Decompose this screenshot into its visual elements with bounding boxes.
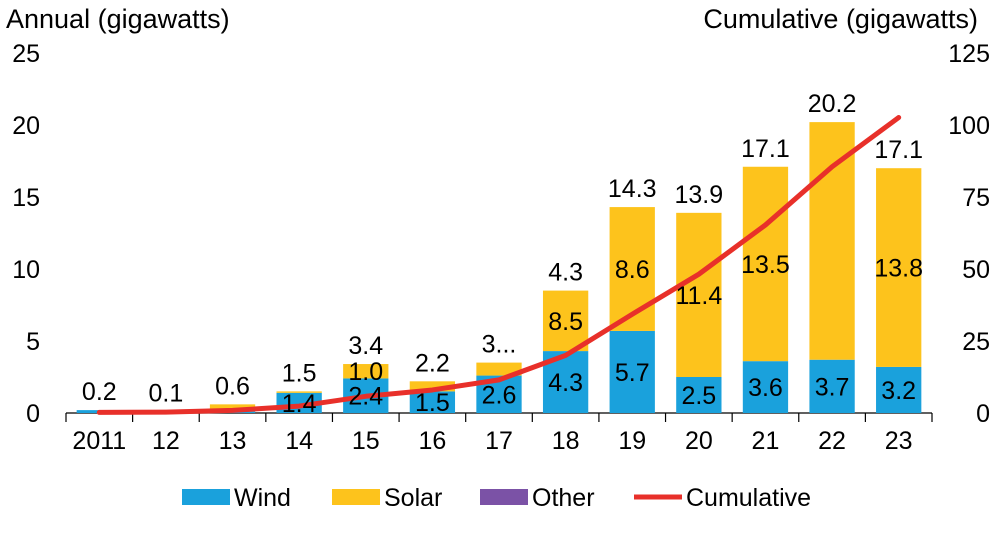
total-label: 17.1 xyxy=(874,136,923,164)
x-axis-tick-label: 2011 xyxy=(72,427,126,455)
axes-layer: 0 5 10 15 20 25 0 25 50 75 100 125 2011 12 13 14 15 16 17 1… xyxy=(12,40,990,455)
total-label: 0.6 xyxy=(215,372,250,400)
x-axis-tick-label: 12 xyxy=(152,427,180,455)
bar-solar xyxy=(343,364,389,379)
x-axis-tick-label: 19 xyxy=(618,427,646,455)
total-label: 3.4 xyxy=(348,332,383,360)
x-axis-tick-label: 21 xyxy=(752,427,780,455)
total-label: 1.5 xyxy=(282,359,317,387)
right-axis-tick-label: 125 xyxy=(948,40,990,68)
segment-label-wind: 2.4 xyxy=(348,383,383,411)
total-label: 0.2 xyxy=(82,378,117,406)
right-axis-title: Cumulative (gigawatts) xyxy=(703,4,978,34)
bar-solar xyxy=(742,166,789,362)
left-axis-tick-label: 5 xyxy=(26,328,40,356)
bar-wind xyxy=(609,330,655,413)
left-axis-tick-label: 10 xyxy=(12,256,40,284)
bar-solar xyxy=(409,381,456,392)
legend-swatch-solar xyxy=(332,489,380,505)
segment-label-wind: 3.7 xyxy=(815,373,850,401)
bar-wind xyxy=(676,377,722,413)
legend-label-solar: Solar xyxy=(384,484,442,512)
segment-label-solar: 1.0 xyxy=(348,358,383,386)
x-axis-tick-label: 15 xyxy=(352,427,380,455)
x-axis-tick-label: 16 xyxy=(418,427,446,455)
total-label: 20.2 xyxy=(808,90,857,118)
total-label: 3... xyxy=(482,331,517,359)
bar-solar xyxy=(609,207,655,331)
total-label: 0.1 xyxy=(149,380,184,408)
bar-wind xyxy=(742,361,789,413)
bar-solar xyxy=(476,362,522,376)
segment-label-wind: 3.2 xyxy=(881,377,916,405)
legend-swatch-other xyxy=(480,489,528,505)
legend-label-wind: Wind xyxy=(234,484,291,512)
x-axis-tick-label: 22 xyxy=(818,427,846,455)
total-label: 4.3 xyxy=(548,259,583,287)
bar-wind xyxy=(876,366,922,413)
segment-label-solar: 8.5 xyxy=(548,308,583,336)
bar-solar xyxy=(809,122,855,360)
x-axis-tick-label: 23 xyxy=(885,427,913,455)
total-label: 13.9 xyxy=(675,181,724,209)
right-axis-tick-label: 50 xyxy=(962,256,990,284)
x-axis-tick-label: 18 xyxy=(552,427,580,455)
segment-label-wind: 2.5 xyxy=(681,382,716,410)
left-axis-title: Annual (gigawatts) xyxy=(6,4,230,34)
bar-solar xyxy=(876,168,922,367)
total-label: 2.2 xyxy=(415,349,450,377)
left-axis-tick-label: 25 xyxy=(12,40,40,68)
legend: Wind Solar Other Cumulative xyxy=(182,484,811,512)
bar-wind xyxy=(409,391,456,413)
segment-label-wind: 3.6 xyxy=(748,374,783,402)
segment-label-solar: 13.8 xyxy=(874,255,923,283)
x-axis-tick-label: 13 xyxy=(219,427,247,455)
segment-label-wind: 1.4 xyxy=(282,390,317,418)
right-axis-tick-label: 100 xyxy=(948,112,990,140)
cumulative-line xyxy=(96,115,902,415)
legend-label-other: Other xyxy=(532,484,595,512)
left-axis-tick-label: 20 xyxy=(12,112,40,140)
segment-label-wind: 2.6 xyxy=(482,381,517,409)
segment-label-wind: 5.7 xyxy=(615,359,650,387)
legend-label-cumulative: Cumulative xyxy=(686,484,811,512)
segment-label-solar: 11.4 xyxy=(675,282,722,310)
segment-label-solar: 8.6 xyxy=(615,256,650,284)
bar-solar xyxy=(276,391,322,393)
left-axis-tick-label: 15 xyxy=(12,184,40,212)
segment-label-solar: 13.5 xyxy=(741,251,790,279)
x-axis-tick-label: 20 xyxy=(685,427,713,455)
cumulative-line-layer xyxy=(96,115,902,415)
x-axis-tick-label: 14 xyxy=(285,427,313,455)
left-axis-tick-label: 0 xyxy=(26,400,40,428)
bar-wind xyxy=(809,359,855,413)
bars-layer xyxy=(76,122,922,413)
bar-solar xyxy=(676,212,722,377)
x-axis-tick-label: 17 xyxy=(485,427,513,455)
segment-label-wind: 4.3 xyxy=(548,369,583,397)
legend-swatch-wind xyxy=(182,489,230,505)
right-axis-tick-label: 0 xyxy=(976,400,990,428)
total-label: 17.1 xyxy=(741,135,790,163)
bar-solar xyxy=(542,290,589,352)
right-axis-tick-label: 25 xyxy=(962,328,990,356)
total-label: 14.3 xyxy=(608,175,657,203)
segment-label-wind: 1.5 xyxy=(415,389,450,417)
data-labels-layer: 1.4 2.4 1.5 2.6 4.3 5.7 2.5 3.6 3.7 3.2 1.0 8.5 8.6 1… xyxy=(82,90,923,418)
right-axis-tick-label: 75 xyxy=(962,184,990,212)
